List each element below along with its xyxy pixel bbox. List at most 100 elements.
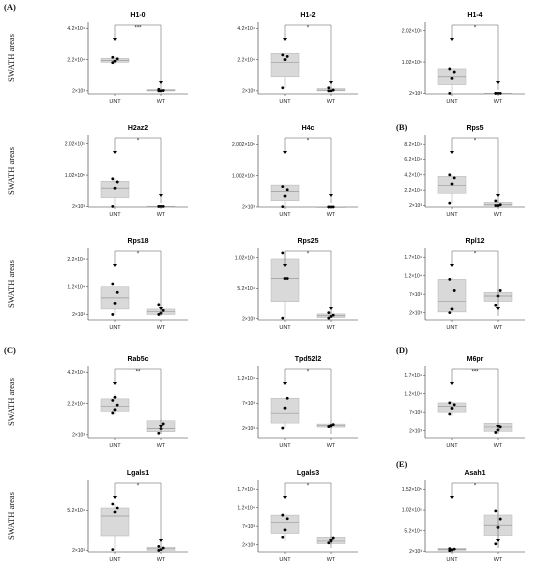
significance-label: * (307, 370, 310, 376)
data-point (331, 313, 335, 317)
data-point (452, 403, 456, 407)
data-point (498, 425, 502, 429)
panel-rps18: Rps18 2×10³ 1.2×10⁴ 2.2×10⁴ UNT WT * (67, 238, 188, 331)
arrow-head (113, 496, 117, 499)
panel-title: H1-2 (300, 12, 315, 19)
y-tick-label: 2×10³ (72, 312, 85, 318)
data-point (285, 396, 289, 400)
data-point (329, 89, 333, 93)
arrow-head (113, 38, 117, 41)
x-tick-label: UNT (109, 443, 121, 449)
data-point (111, 177, 115, 181)
data-point (281, 251, 285, 255)
panel-title: Lgals3 (297, 470, 319, 477)
y-tick-label: 5.2×10⁴ (237, 286, 255, 292)
data-point (281, 185, 285, 189)
data-point (115, 403, 119, 407)
arrow-head (496, 194, 500, 197)
panel-title: Asah1 (464, 470, 485, 477)
y-tick-label: 1.2×10⁴ (67, 284, 85, 290)
box-unt (270, 398, 300, 424)
panel-lgals3: Lgals3 2×10³ 7×10³ 1.2×10⁴ 1.7×10⁴ UNT WT * (237, 470, 358, 563)
significance-label: * (137, 139, 140, 145)
y-tick-label: 1.7×10⁴ (404, 373, 422, 379)
data-point (498, 517, 502, 521)
panel-title: H2az2 (128, 125, 148, 132)
data-point (331, 205, 335, 209)
y-tick-label: 4.2×10⁴ (67, 370, 85, 376)
y-tick-label: 1.2×10⁴ (404, 391, 422, 397)
data-point (115, 506, 119, 510)
data-point (448, 201, 452, 205)
y-tick-label: 2×10³ (72, 204, 85, 210)
panel-asah1: Asah1 2×10³ 5.2×10⁴ 1.02×10⁵ 1.52×10⁵ UNT WT * (402, 470, 525, 563)
y-tick-label: 7×10³ (242, 401, 255, 407)
x-tick-label: UNT (446, 443, 458, 449)
y-tick-label: 2.002×10⁶ (232, 142, 255, 148)
y-tick-label: 1.2×10⁴ (404, 273, 422, 279)
significance-label: * (474, 252, 477, 258)
box-unt (437, 279, 467, 313)
y-tick-label: 1.02×10⁵ (235, 255, 255, 261)
data-point (283, 58, 287, 61)
x-tick-label: UNT (446, 325, 458, 331)
data-point (498, 91, 502, 95)
data-point (281, 426, 285, 430)
significance-label: * (474, 139, 477, 145)
panel-tpd52l2: Tpd52l2 2×10³ 7×10³ 1.2×10⁴ UNT WT * (237, 356, 358, 449)
data-point (283, 406, 287, 410)
y-tick-label: 8.2×10⁴ (404, 142, 422, 148)
data-point (327, 89, 331, 93)
data-point (496, 204, 500, 207)
y-tick-label: 2×10³ (242, 316, 255, 322)
arrow-head (159, 194, 163, 197)
x-tick-label: UNT (279, 325, 291, 331)
x-tick-label: UNT (279, 99, 291, 105)
arrow-head (283, 264, 287, 267)
y-tick-label: 2×10³ (242, 205, 255, 211)
panel-h1-4: H1-4 2×10³ 1.02×10⁵ 2.02×10⁵ UNT WT * (402, 12, 525, 105)
y-tick-label: 2×10³ (72, 89, 85, 95)
x-tick-label: UNT (279, 212, 291, 218)
data-point (115, 290, 119, 294)
panel-title: Tpd52l2 (295, 356, 322, 363)
x-tick-label: UNT (446, 212, 458, 218)
y-tick-label: 4.2×10⁴ (237, 26, 255, 32)
significance-label: * (307, 484, 310, 490)
data-point (157, 204, 161, 208)
data-point (283, 194, 287, 198)
significance-label: * (307, 252, 310, 258)
data-point (111, 204, 115, 208)
data-point (450, 548, 454, 552)
data-point (161, 308, 165, 312)
panel-title: H4c (302, 125, 315, 132)
data-point (450, 76, 454, 80)
x-tick-label: UNT (109, 99, 121, 105)
y-tick-label: 1.7×10⁴ (404, 255, 422, 261)
significance-label: * (474, 484, 477, 490)
data-point (450, 307, 454, 311)
arrow-head (450, 264, 454, 267)
box-unt (270, 514, 300, 534)
arrow-head (496, 307, 500, 310)
data-point (157, 313, 161, 316)
data-point (450, 407, 454, 410)
data-point (285, 277, 289, 280)
data-point (494, 303, 498, 307)
data-point (327, 541, 331, 545)
y-tick-label: 2×10³ (72, 548, 85, 554)
data-point (113, 59, 117, 63)
data-point (327, 86, 331, 90)
data-point (452, 547, 456, 551)
data-point (448, 547, 452, 551)
significance-label: *** (471, 370, 479, 376)
y-tick-label: 2×10³ (409, 91, 422, 97)
data-point (281, 535, 285, 539)
panel-title: Rpl12 (465, 238, 484, 245)
significance-label: * (137, 252, 140, 258)
panel-title: M6pr (467, 356, 484, 363)
data-point (157, 549, 161, 552)
arrow-head (159, 307, 163, 310)
data-point (281, 316, 285, 320)
